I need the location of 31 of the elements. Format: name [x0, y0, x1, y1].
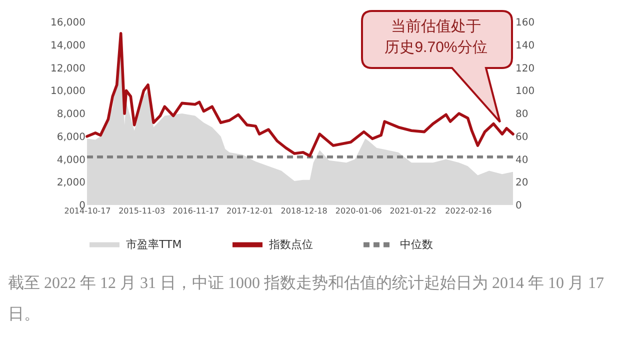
legend-label: 指数点位	[268, 238, 313, 251]
x-tick-label: 2021-01-22	[390, 206, 436, 216]
y-tick-label: 4,000	[56, 154, 86, 166]
y2-tick-label: 40	[516, 154, 528, 166]
x-tick-label: 2018-12-18	[280, 206, 328, 216]
legend-label: 中位数	[400, 238, 433, 251]
y-tick-label: 16,000	[50, 18, 86, 28]
legend-label: 市盈率TTM	[126, 238, 182, 251]
x-tick-label: 2014-10-17	[64, 206, 111, 216]
x-tick-label: 2020-01-06	[335, 206, 382, 216]
y2-tick-label: 80	[516, 109, 528, 120]
y-tick-label: 2,000	[56, 178, 86, 189]
x-tick-label: 2022-02-16	[445, 206, 492, 216]
text: 截至 2022 年 12 月 31 日，中证 1000 指数走势和估值的统计起始日为 2014 年 10 月 17 日。	[8, 274, 605, 325]
x-tick-label: 2015-11-03	[118, 206, 166, 216]
line-series	[86, 32, 514, 158]
y-tick-label: 8,000	[56, 109, 86, 120]
x-tick-label: 2016-11-17	[172, 206, 220, 216]
y-tick-label: 12,000	[50, 63, 86, 74]
y-tick-label: 14,000	[50, 40, 86, 52]
y2-tick-label: 140	[516, 40, 535, 52]
y2-tick-label: 160	[516, 18, 535, 28]
y-tick-label: 6,000	[56, 132, 86, 143]
y2-tick-label: 60	[516, 132, 528, 143]
y-tick-label: 10,000	[50, 86, 86, 98]
x-tick-label: 2017-12-01	[226, 206, 273, 216]
y2-tick-label: 0	[516, 200, 522, 212]
y2-tick-label: 120	[516, 63, 535, 74]
annotation: 当前估值处于历史9.70%分位	[384, 17, 488, 58]
y2-tick-label: 100	[516, 86, 535, 98]
y2-tick-label: 20	[516, 178, 528, 189]
